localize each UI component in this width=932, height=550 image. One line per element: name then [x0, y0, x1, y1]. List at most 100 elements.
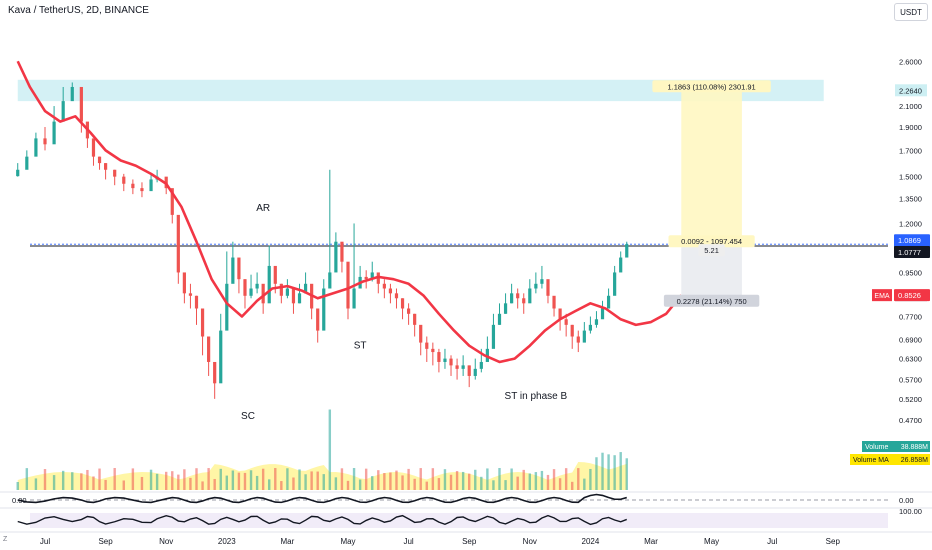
volume-bar [195, 468, 198, 490]
candle-body [291, 288, 296, 304]
time-tick-label: Mar [644, 537, 658, 546]
volume-bar [52, 475, 56, 490]
time-tick-label: 2023 [218, 537, 236, 546]
price-tick-label: 0.6300 [899, 355, 922, 364]
oscillator-2-right-label: 100.00 [899, 507, 922, 516]
candle-body [237, 257, 241, 280]
volume-bar [61, 470, 65, 490]
volume-bar [558, 478, 562, 490]
candle-body [213, 361, 217, 384]
volume-bar [149, 469, 153, 490]
annotation-label: SC [241, 411, 255, 422]
candle-body [461, 365, 465, 369]
candle-body [413, 313, 417, 325]
volume-bar [98, 468, 101, 490]
volume-bar [310, 471, 313, 490]
volume-bar [155, 473, 159, 490]
volume-bar [468, 473, 471, 490]
candle-body [370, 272, 374, 280]
candle-body [70, 86, 74, 102]
price-badge-bg [894, 289, 930, 302]
candle-body [388, 288, 393, 294]
volume-bar [92, 476, 95, 490]
volume-bar [583, 478, 586, 490]
volume-bar [431, 468, 435, 490]
candle-body [279, 283, 283, 296]
candle-body [588, 324, 592, 331]
price-badge-bg [894, 245, 930, 258]
candle-body [570, 324, 574, 337]
time-tick-label: Sep [98, 537, 113, 546]
volume-bar [625, 458, 628, 490]
time-tick-label: Nov [523, 537, 537, 546]
target-label: 1.1863 (110.08%) 2301.91 [667, 82, 755, 91]
volume-bar [255, 475, 259, 490]
volume-bar [540, 470, 544, 490]
candle-body [503, 303, 508, 314]
volume-bar [292, 477, 295, 490]
candle-body [140, 188, 144, 192]
candle-body [285, 288, 289, 296]
candle-body [613, 272, 617, 296]
time-tick-label: Jul [40, 537, 50, 546]
volume-bar [231, 470, 235, 490]
time-tick-label: Jul [767, 537, 777, 546]
volume-bar [340, 468, 344, 490]
price-tick-label: 0.5200 [899, 395, 922, 404]
price-tick-label: 2.1000 [899, 102, 922, 111]
time-tick-label: Nov [159, 537, 173, 546]
volume-bar [364, 468, 368, 490]
ema-badge-label: EMA [874, 293, 890, 300]
entry-sub-label-bg [698, 244, 725, 257]
candle-body [394, 293, 399, 299]
price-tick-label: 1.2000 [899, 219, 922, 228]
candle-body [564, 319, 568, 325]
volume-label-bg [862, 441, 930, 452]
candle-body [61, 101, 65, 122]
ema-line [16, 60, 683, 364]
candle-body [104, 163, 108, 170]
volume-value: 38.888M [901, 444, 928, 451]
currency-button[interactable]: USDT [894, 3, 928, 21]
candle-body [594, 319, 599, 325]
price-tick-label: 1.9000 [899, 123, 922, 132]
volume-bar [534, 472, 538, 490]
candle-body [522, 298, 526, 304]
volume-bar [492, 480, 495, 490]
candle-body [170, 188, 174, 215]
volume-bar [104, 479, 107, 490]
price-tick-label: 0.9500 [899, 268, 922, 277]
volume-bar [455, 471, 459, 490]
volume-bar [389, 472, 392, 490]
volume-bar [437, 478, 441, 490]
candle-body [625, 244, 629, 258]
candle-body [606, 295, 611, 309]
volume-bar [322, 474, 325, 490]
candle-body [443, 358, 447, 362]
price-tick-label: 1.5000 [899, 173, 922, 182]
volume-bar [298, 469, 301, 490]
volume-ma-value: 26.858M [901, 457, 928, 464]
candle-body [97, 156, 102, 164]
candle-body [540, 279, 544, 284]
price-badge-value: 0.8526 [898, 291, 921, 300]
volume-bar [113, 468, 116, 490]
volume-bar [213, 478, 216, 490]
chart-title: Kava / TetherUS, 2D, BINANCE [8, 5, 149, 16]
price-tick-label: 0.6900 [899, 336, 922, 345]
volume-ma-label-bg [850, 454, 930, 465]
volume-bar [461, 471, 465, 490]
volume-bar [480, 476, 483, 490]
volume-label: Volume [865, 444, 888, 451]
candle-body [552, 295, 556, 309]
volume-bar [619, 452, 622, 490]
entry-label: 0.0092 - 1097.454 [681, 237, 742, 246]
candle-body [576, 336, 580, 343]
candle-body [467, 365, 471, 376]
candle-body [534, 283, 538, 289]
candle-body [225, 283, 229, 331]
candle-body [188, 293, 193, 296]
oscillator-2-line [17, 514, 628, 526]
volume-bar [546, 474, 550, 490]
